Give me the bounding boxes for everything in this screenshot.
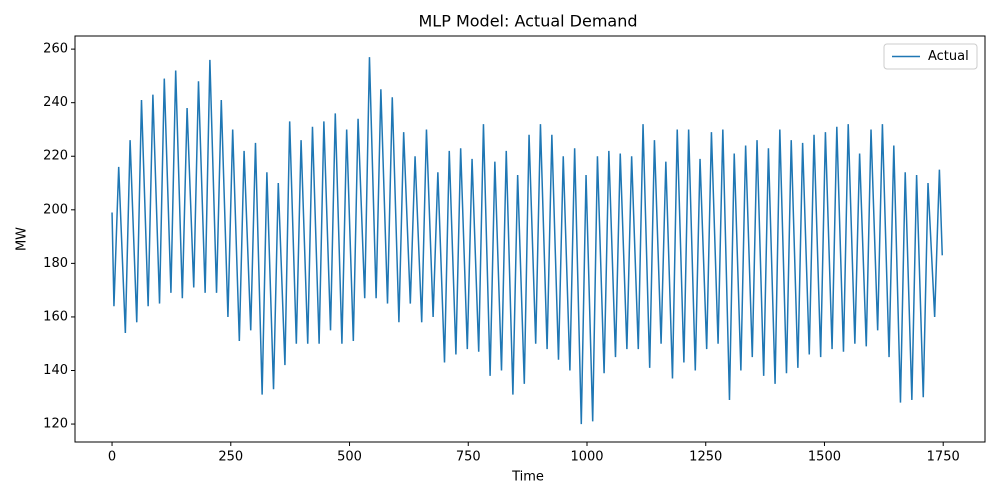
x-tick-label: 0 <box>108 450 116 465</box>
x-tick-label: 750 <box>456 450 481 465</box>
legend-box <box>883 43 978 70</box>
y-tick-label: 140 <box>43 363 68 378</box>
y-tick-label: 260 <box>43 42 68 57</box>
y-tick-label: 120 <box>43 417 68 432</box>
x-axis-label: Time <box>511 470 544 485</box>
y-tick-label: 180 <box>43 256 68 271</box>
y-axis-label: MW <box>15 227 30 251</box>
x-tick-label: 500 <box>337 450 362 465</box>
y-tick-label: 240 <box>43 95 68 110</box>
x-tick-label: 1750 <box>927 450 960 465</box>
x-tick-label: 1250 <box>689 450 722 465</box>
y-tick-label: 200 <box>43 202 68 217</box>
legend-label: Actual <box>928 49 969 64</box>
y-tick-label: 160 <box>43 309 68 324</box>
y-tick-label: 220 <box>43 149 68 164</box>
x-tick-label: 1000 <box>570 450 603 465</box>
x-tick-label: 1500 <box>808 450 841 465</box>
line-series <box>111 57 944 425</box>
chart-title: MLP Model: Actual Demand <box>418 12 637 31</box>
x-tick-label: 250 <box>218 450 243 465</box>
plot-frame <box>74 35 986 443</box>
